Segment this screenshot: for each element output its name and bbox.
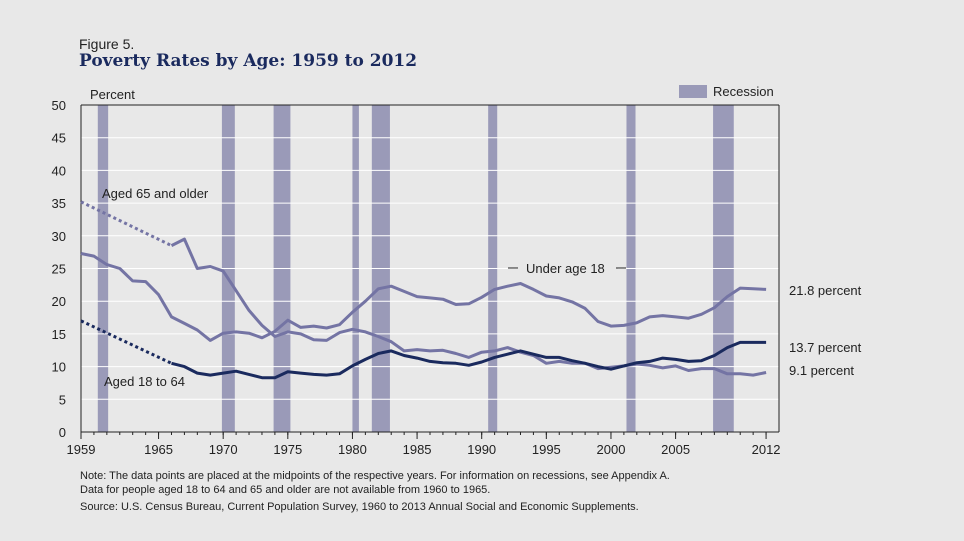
x-tick-label-2000: 2000 [597, 442, 626, 457]
series-label-aged-65-older: Aged 65 and older [102, 186, 209, 201]
x-tick-label-2005: 2005 [661, 442, 690, 457]
note-line-2: Data for people aged 18 to 64 and 65 and… [80, 484, 491, 496]
series-estimate-aged-65-older [80, 200, 173, 247]
y-tick-label-40: 40 [52, 163, 66, 178]
y-tick-label-5: 5 [59, 392, 66, 407]
y-tick-label-0: 0 [59, 425, 66, 440]
x-tick-label-1965: 1965 [144, 442, 173, 457]
series-estimate-aged-18-64 [80, 319, 173, 365]
source-note: Source: U.S. Census Bureau, Current Popu… [80, 501, 639, 513]
annotation-aged-18-64: 13.7 percent [789, 340, 862, 355]
y-tick-label-30: 30 [52, 229, 66, 244]
x-tick-label-1995: 1995 [532, 442, 561, 457]
y-tick-label-15: 15 [52, 327, 66, 342]
annotation-under-18: 21.8 percent [789, 283, 862, 298]
legend-swatch-recession [679, 85, 707, 98]
x-tick-label-1959: 1959 [67, 442, 96, 457]
x-tick-label-1985: 1985 [403, 442, 432, 457]
series-label-aged-18-64: Aged 18 to 64 [104, 374, 185, 389]
x-tick-label-1990: 1990 [467, 442, 496, 457]
y-tick-label-20: 20 [52, 294, 66, 309]
y-tick-label-25: 25 [52, 262, 66, 277]
x-tick-label-1975: 1975 [273, 442, 302, 457]
y-axis-label: Percent [90, 87, 135, 102]
series-line-aged-18-64 [171, 340, 767, 380]
series-label-under-18: Under age 18 [526, 261, 605, 276]
annotation-aged-65-older: 9.1 percent [789, 363, 854, 378]
label-bg-under-18 [518, 259, 618, 277]
note-line-1: Note: The data points are placed at the … [80, 470, 670, 482]
legend-label-recession: Recession [713, 84, 774, 99]
chart-title: Poverty Rates by Age: 1959 to 2012 [79, 51, 418, 71]
y-tick-label-35: 35 [52, 196, 66, 211]
y-tick-label-45: 45 [52, 131, 66, 146]
y-tick-label-50: 50 [52, 98, 66, 113]
series-line-under-18 [80, 252, 767, 342]
x-tick-label-2012: 2012 [752, 442, 781, 457]
x-tick-label-1980: 1980 [338, 442, 367, 457]
y-tick-label-10: 10 [52, 360, 66, 375]
figure-label: Figure 5. [79, 36, 135, 52]
x-tick-label-1970: 1970 [209, 442, 238, 457]
series-line-aged-65-older [170, 237, 767, 377]
